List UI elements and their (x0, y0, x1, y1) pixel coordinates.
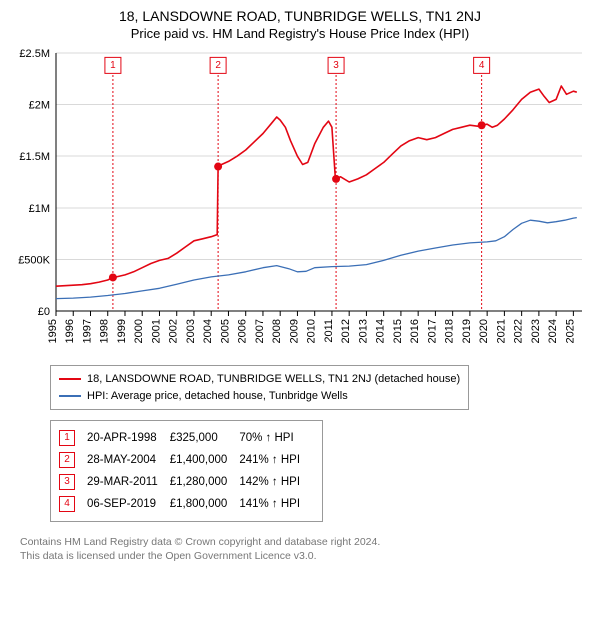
svg-text:2002: 2002 (168, 319, 180, 343)
event-date: 06-SEP-2019 (87, 493, 170, 515)
event-marker-box: 2 (59, 452, 75, 468)
svg-text:2015: 2015 (392, 319, 404, 343)
svg-text:2000: 2000 (133, 319, 145, 343)
svg-text:2021: 2021 (495, 319, 507, 343)
chart-title: 18, LANSDOWNE ROAD, TUNBRIDGE WELLS, TN1… (10, 8, 590, 24)
svg-text:2012: 2012 (340, 319, 352, 343)
svg-text:2003: 2003 (185, 319, 197, 343)
svg-text:2008: 2008 (271, 319, 283, 343)
legend: 18, LANSDOWNE ROAD, TUNBRIDGE WELLS, TN1… (50, 365, 469, 410)
legend-label: 18, LANSDOWNE ROAD, TUNBRIDGE WELLS, TN1… (87, 371, 460, 388)
svg-text:2016: 2016 (409, 319, 421, 343)
footer-attribution: Contains HM Land Registry data © Crown c… (20, 535, 590, 563)
event-row: 4 06-SEP-2019£1,800,000141% ↑ HPI (59, 493, 312, 515)
svg-text:2005: 2005 (219, 319, 231, 343)
svg-text:2023: 2023 (530, 319, 542, 343)
line-chart: £0 £500K £1M £1.5M £2M £2.5M 1995 1996 1997 1998 1… (10, 47, 590, 357)
legend-item: HPI: Average price, detached house, Tunb… (59, 388, 460, 405)
svg-text:£2.5M: £2.5M (19, 48, 50, 60)
footer-line-2: This data is licensed under the Open Gov… (20, 549, 590, 563)
event-price: £325,000 (170, 427, 240, 449)
event-pct: 70% ↑ HPI (239, 427, 312, 449)
svg-text:£1M: £1M (29, 203, 50, 215)
svg-text:2019: 2019 (461, 319, 473, 343)
event-marker-box: 4 (59, 496, 75, 512)
svg-text:2013: 2013 (357, 319, 369, 343)
svg-text:1: 1 (110, 60, 116, 71)
svg-text:2014: 2014 (375, 319, 387, 343)
legend-swatch (59, 395, 81, 397)
legend-item: 18, LANSDOWNE ROAD, TUNBRIDGE WELLS, TN1… (59, 371, 460, 388)
svg-text:2017: 2017 (426, 319, 438, 343)
svg-text:2001: 2001 (150, 319, 162, 343)
svg-text:1996: 1996 (64, 319, 76, 343)
chart-subtitle: Price paid vs. HM Land Registry's House … (10, 26, 590, 41)
svg-text:£500K: £500K (18, 254, 50, 266)
chart-container: 18, LANSDOWNE ROAD, TUNBRIDGE WELLS, TN1… (0, 0, 600, 569)
chart-area: £0 £500K £1M £1.5M £2M £2.5M 1995 1996 1997 1998 1… (10, 47, 590, 357)
event-price: £1,400,000 (170, 449, 240, 471)
svg-text:2020: 2020 (478, 319, 490, 343)
svg-text:2007: 2007 (254, 319, 266, 343)
svg-text:3: 3 (333, 60, 339, 71)
svg-text:£1.5M: £1.5M (19, 151, 50, 163)
svg-text:2022: 2022 (513, 319, 525, 343)
svg-text:2009: 2009 (288, 319, 300, 343)
event-date: 20-APR-1998 (87, 427, 170, 449)
event-date: 28-MAY-2004 (87, 449, 170, 471)
svg-text:£2M: £2M (29, 100, 50, 112)
legend-swatch (59, 378, 81, 380)
event-row: 2 28-MAY-2004£1,400,000241% ↑ HPI (59, 449, 312, 471)
svg-text:1998: 1998 (99, 319, 111, 343)
svg-text:2004: 2004 (202, 319, 214, 343)
event-pct: 142% ↑ HPI (239, 471, 312, 493)
svg-text:4: 4 (479, 60, 485, 71)
event-price: £1,800,000 (170, 493, 240, 515)
footer-line-1: Contains HM Land Registry data © Crown c… (20, 535, 590, 549)
svg-text:1995: 1995 (47, 319, 59, 343)
event-row: 1 20-APR-1998£325,00070% ↑ HPI (59, 427, 312, 449)
svg-text:2010: 2010 (306, 319, 318, 343)
event-pct: 241% ↑ HPI (239, 449, 312, 471)
event-price: £1,280,000 (170, 471, 240, 493)
svg-text:£0: £0 (38, 306, 50, 318)
svg-text:2006: 2006 (237, 319, 249, 343)
svg-text:2018: 2018 (444, 319, 456, 343)
svg-text:2: 2 (215, 60, 221, 71)
events-table: 1 20-APR-1998£325,00070% ↑ HPI 2 28-MAY-200… (50, 420, 323, 522)
svg-text:2024: 2024 (547, 319, 559, 343)
svg-text:2011: 2011 (323, 319, 335, 343)
event-marker-box: 1 (59, 430, 75, 446)
svg-text:2025: 2025 (564, 319, 576, 343)
svg-text:1997: 1997 (81, 319, 93, 343)
legend-label: HPI: Average price, detached house, Tunb… (87, 388, 348, 405)
event-row: 3 29-MAR-2011£1,280,000142% ↑ HPI (59, 471, 312, 493)
event-pct: 141% ↑ HPI (239, 493, 312, 515)
event-marker-box: 3 (59, 474, 75, 490)
event-date: 29-MAR-2011 (87, 471, 170, 493)
svg-text:1999: 1999 (116, 319, 128, 343)
